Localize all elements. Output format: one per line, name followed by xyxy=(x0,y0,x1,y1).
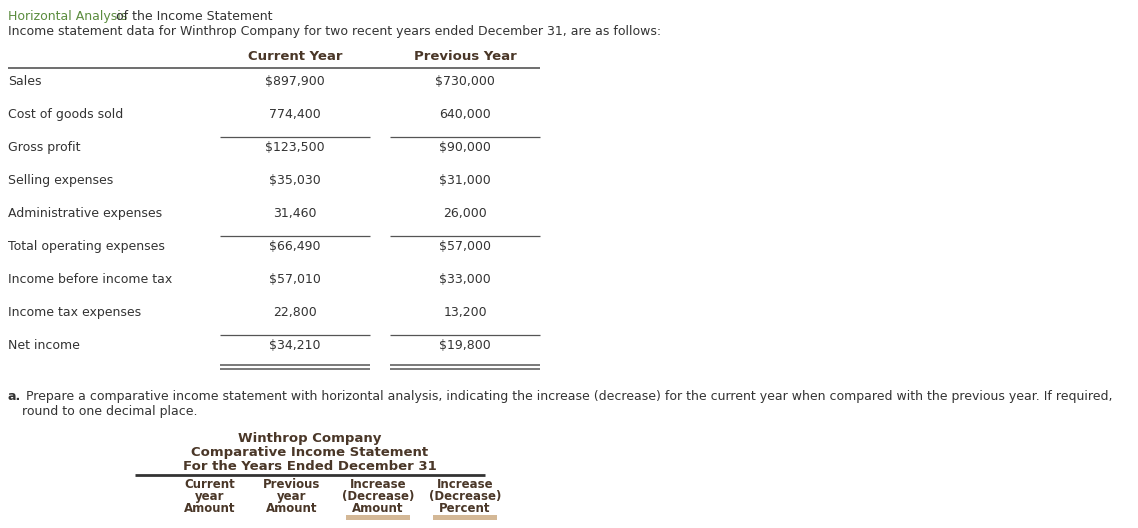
Text: Amount: Amount xyxy=(353,502,404,515)
Text: (Decrease): (Decrease) xyxy=(429,490,501,503)
Text: Current Year: Current Year xyxy=(248,50,343,63)
Text: Administrative expenses: Administrative expenses xyxy=(8,207,162,220)
Text: Net income: Net income xyxy=(8,339,80,352)
Text: $33,000: $33,000 xyxy=(439,273,490,286)
Text: Gross profit: Gross profit xyxy=(8,141,81,154)
Text: Income statement data for Winthrop Company for two recent years ended December 3: Income statement data for Winthrop Compa… xyxy=(8,25,661,38)
Text: Amount: Amount xyxy=(184,502,236,515)
Text: Winthrop Company: Winthrop Company xyxy=(238,432,381,445)
Text: Sales: Sales xyxy=(8,75,41,88)
Text: $19,800: $19,800 xyxy=(439,339,490,352)
Text: Prepare a comparative income statement with horizontal analysis, indicating the : Prepare a comparative income statement w… xyxy=(22,390,1113,418)
Text: $730,000: $730,000 xyxy=(435,75,495,88)
Text: Previous: Previous xyxy=(263,478,321,491)
Text: 26,000: 26,000 xyxy=(443,207,487,220)
Text: $123,500: $123,500 xyxy=(265,141,324,154)
Text: 31,460: 31,460 xyxy=(273,207,316,220)
Text: Previous Year: Previous Year xyxy=(413,50,517,63)
Text: Selling expenses: Selling expenses xyxy=(8,174,114,187)
Text: 13,200: 13,200 xyxy=(443,306,487,319)
Text: a.: a. xyxy=(8,390,22,403)
Text: $31,000: $31,000 xyxy=(439,174,490,187)
Text: Increase: Increase xyxy=(349,478,406,491)
Text: Increase: Increase xyxy=(437,478,493,491)
Text: $57,000: $57,000 xyxy=(439,240,490,253)
Text: Percent: Percent xyxy=(439,502,490,515)
Text: Current: Current xyxy=(184,478,236,491)
Text: 22,800: 22,800 xyxy=(273,306,316,319)
Text: of the Income Statement: of the Income Statement xyxy=(112,10,272,23)
Text: 640,000: 640,000 xyxy=(439,108,490,121)
Text: $90,000: $90,000 xyxy=(439,141,490,154)
Text: $897,900: $897,900 xyxy=(265,75,324,88)
Text: For the Years Ended December 31: For the Years Ended December 31 xyxy=(183,460,437,473)
Text: $35,030: $35,030 xyxy=(269,174,321,187)
Text: $57,010: $57,010 xyxy=(269,273,321,286)
Text: $34,210: $34,210 xyxy=(270,339,321,352)
Text: Horizontal Analysis: Horizontal Analysis xyxy=(8,10,127,23)
Text: Amount: Amount xyxy=(266,502,318,515)
Text: 774,400: 774,400 xyxy=(269,108,321,121)
Text: Cost of goods sold: Cost of goods sold xyxy=(8,108,123,121)
Text: Income tax expenses: Income tax expenses xyxy=(8,306,141,319)
Text: year: year xyxy=(196,490,224,503)
Text: Total operating expenses: Total operating expenses xyxy=(8,240,165,253)
Text: Income before income tax: Income before income tax xyxy=(8,273,172,286)
Text: year: year xyxy=(278,490,307,503)
Text: $66,490: $66,490 xyxy=(270,240,321,253)
Text: Comparative Income Statement: Comparative Income Statement xyxy=(191,446,429,459)
Text: (Decrease): (Decrease) xyxy=(341,490,414,503)
